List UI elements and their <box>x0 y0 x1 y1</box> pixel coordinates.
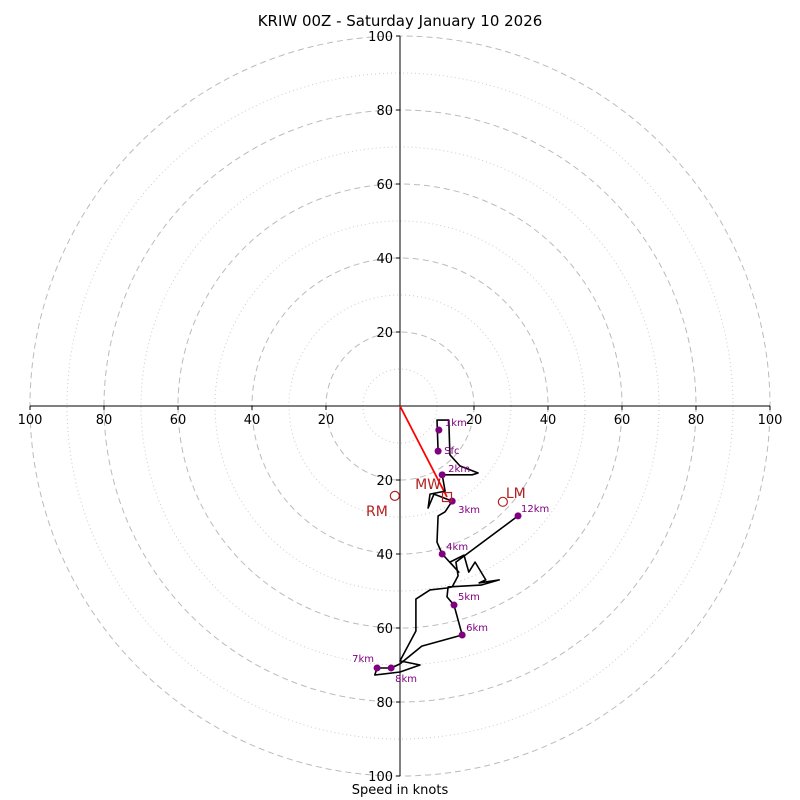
storm-label-RM: RM <box>366 504 388 520</box>
height-label-Sfc: Sfc <box>444 446 459 457</box>
x-tick-label: 60 <box>614 413 631 428</box>
mean-wind-vector-layer <box>399 405 448 498</box>
height-marker-Sfc <box>434 447 442 455</box>
tick-labels: 100 80 60 40 20 20 40 60 80 100 20 40 60 80 100 20 40 60 8… <box>18 30 783 785</box>
x-tick-label: 100 <box>758 413 783 428</box>
height-label-5km: 5km <box>458 592 480 603</box>
height-marker-3km <box>448 497 456 505</box>
x-tick-label: 20 <box>466 413 483 428</box>
height-label-12km: 12km <box>521 504 549 515</box>
x-tick-label: 40 <box>244 413 261 428</box>
x-tick-label: 80 <box>688 413 705 428</box>
height-label-8km: 8km <box>395 674 417 685</box>
storm-label-LM: LM <box>506 486 526 502</box>
height-marker-8km <box>387 664 395 672</box>
height-label-6km: 6km <box>466 623 488 634</box>
height-label-3km: 3km <box>458 505 480 516</box>
height-marker-1km <box>435 426 443 434</box>
y-tick-label: 100 <box>368 770 393 785</box>
height-label-7km: 7km <box>352 654 374 665</box>
height-marker-2km <box>438 471 446 479</box>
storm-label-MW: MW <box>415 477 441 493</box>
height-marker-4km <box>438 550 446 558</box>
mean-wind-vector-line <box>399 405 448 498</box>
y-tick-label: 100 <box>368 30 393 45</box>
y-tick-label: 60 <box>376 622 393 637</box>
y-tick-label: 80 <box>376 104 393 119</box>
x-tick-label: 100 <box>18 413 43 428</box>
height-label-4km: 4km <box>446 542 468 553</box>
x-tick-label: 60 <box>170 413 187 428</box>
storm-marker-RM <box>389 490 400 502</box>
height-marker-5km <box>450 601 458 609</box>
y-tick-label: 40 <box>376 548 393 563</box>
y-tick-label: 60 <box>376 178 393 193</box>
y-tick-label: 80 <box>376 696 393 711</box>
y-tick-label: 40 <box>376 252 393 267</box>
x-tick-label: 40 <box>540 413 557 428</box>
wind-trace-layer <box>373 419 519 676</box>
height-markers: Sfc 1km 2km 3km 4km 5km 6km 7km 8km 12km <box>352 418 549 685</box>
height-marker-6km <box>458 631 466 639</box>
storm-marker-MW <box>441 491 453 503</box>
height-marker-12km <box>514 512 522 520</box>
chart-title: KRIW 00Z - Saturday January 10 2026 <box>257 12 543 30</box>
wind-trace-line <box>373 419 519 676</box>
x-axis-label: Speed in knots <box>351 783 449 798</box>
y-tick-label: 20 <box>376 474 393 489</box>
storm-motion-markers: RM MW LM <box>366 477 526 520</box>
height-marker-7km <box>373 664 381 672</box>
x-tick-label: 80 <box>96 413 113 428</box>
height-label-2km: 2km <box>448 464 470 475</box>
storm-marker-LM <box>497 496 508 507</box>
y-tick-label: 20 <box>376 326 393 341</box>
x-tick-label: 20 <box>318 413 335 428</box>
height-label-1km: 1km <box>445 418 467 429</box>
